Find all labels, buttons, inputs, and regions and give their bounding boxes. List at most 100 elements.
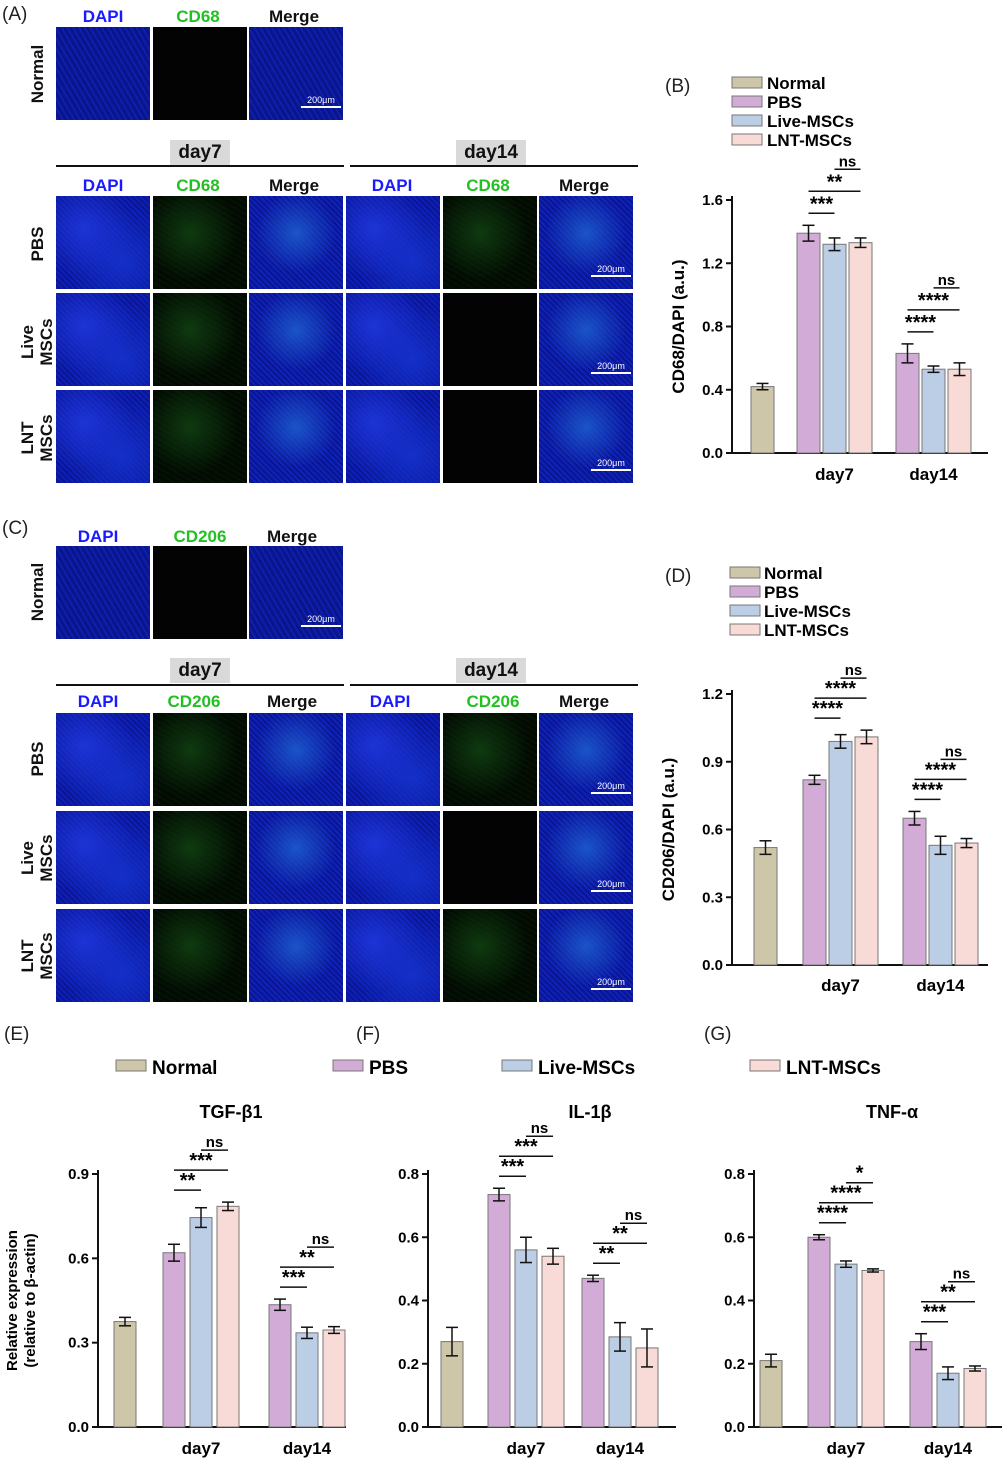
y-tick-label: 0.0 [724,1419,745,1436]
bar-lnt-mscs-day14 [954,842,979,966]
significance-label: *** [282,1267,306,1289]
micrograph-lnt-mscs-day7-merge [249,909,343,1002]
micrograph-pbs-day7-cd206 [153,713,247,806]
micrograph-normal-merge: 200μm [249,27,343,120]
bar-live-mscs-day7 [514,1249,538,1428]
header-merge: Merge [558,692,610,711]
row-label-live-mscs: Live MSCs [18,318,56,366]
bar-lnt-mscs-day7 [848,242,873,454]
micrograph-live-mscs-day14-dapi [346,293,440,386]
bar-normal [113,1321,137,1428]
significance-label: **** [825,678,856,700]
bar-normal [750,386,775,454]
day7-underline-c [56,684,344,686]
header-merge: Merge [266,692,318,711]
bar-lnt-mscs-day14 [947,368,972,454]
significance-label: ** [299,1247,315,1269]
significance-label: ** [612,1223,628,1245]
header-dapi: DAPI [371,176,413,195]
bar-lnt-mscs-day7 [854,736,879,966]
legend-swatch [729,566,761,579]
micrograph-normal-cd68 [153,27,247,120]
bar-live-mscs-day7 [834,1263,858,1428]
x-tick-label: day14 [596,1439,645,1458]
header-dapi: DAPI [77,692,119,711]
significance-label: **** [925,759,956,781]
x-tick-label: day14 [916,976,965,995]
legend-label: Normal [764,564,823,583]
x-tick-label: day7 [821,976,860,995]
significance-label: ns [312,1231,330,1248]
micrograph-pbs-day7-merge [249,713,343,806]
header-merge: Merge [266,527,318,546]
significance-label: ns [845,662,863,679]
bar-normal [759,1360,783,1428]
significance-label: *** [501,1156,525,1178]
y-tick-label: 0.6 [398,1229,419,1246]
y-tick-label: 0.8 [702,319,723,336]
micrograph-live-mscs-day14-merge: 200μm [539,811,633,904]
significance-label: *** [923,1302,947,1324]
significance-label: **** [905,312,936,334]
legend-label: PBS [767,93,802,112]
day14-underline-c [350,684,638,686]
bar-pbs-day7 [796,232,821,454]
x-tick-label: day7 [507,1439,546,1458]
row-label-live-mscs: Live MSCs [18,834,56,882]
micrograph-pbs-day14-dapi [346,196,440,289]
chart-title: IL-1β [569,1102,612,1122]
scale-bar: 200μm [591,879,631,892]
micrograph-live-mscs-day14-cd68 [443,293,537,386]
legend-swatch [729,604,761,617]
y-tick-label: 0.9 [702,754,723,771]
y-tick-label: 0.8 [398,1166,419,1183]
day14-header-a: day14 [346,140,636,165]
row-label-lnt-mscs: LNT MSCs [18,414,56,462]
x-tick-label: day7 [815,465,854,484]
panel-label-f: (F) [356,1024,381,1045]
legend-swatch [731,114,763,127]
significance-label: ** [180,1170,196,1192]
micrograph-normal-dapi [56,546,150,639]
x-tick-label: day14 [909,465,958,484]
micrograph-live-mscs-day7-dapi [56,293,150,386]
legend-label: Normal [152,1058,217,1079]
header-merge: Merge [558,176,610,195]
day7-underline-a [56,165,344,167]
header-cd206: CD206 [466,692,520,711]
scale-bar: 200μm [301,614,341,627]
micrograph-pbs-day7-merge [249,196,343,289]
panel-label-b: (B) [665,76,691,97]
legend-label: Normal [767,74,826,93]
chart-title: TGF-β1 [200,1102,263,1122]
significance-label: *** [514,1136,538,1158]
scale-bar: 200μm [591,458,631,471]
significance-label: ** [599,1243,615,1265]
y-tick-label: 1.6 [702,192,723,209]
bar-lnt-mscs-day14 [322,1329,346,1428]
bar-live-mscs-day7 [828,740,853,966]
x-tick-label: day14 [283,1439,332,1458]
micrograph-lnt-mscs-day14-dapi [346,390,440,483]
row-label-pbs: PBS [27,226,47,262]
legend-label: Live-MSCs [767,112,854,131]
micrograph-lnt-mscs-day14-merge: 200μm [539,390,633,483]
header-cd68: CD68 [176,176,220,195]
bar-pbs-day7 [487,1194,511,1428]
significance-label: ns [206,1134,224,1151]
bar-live-mscs-day14 [936,1372,960,1428]
scale-bar: 200μm [591,264,631,277]
micrograph-pbs-day14-merge: 200μm [539,713,633,806]
bar-lnt-mscs-day7 [541,1255,565,1428]
scale-bar: 200μm [591,361,631,374]
micrograph-pbs-day7-dapi [56,196,150,289]
legend-swatch [729,623,761,636]
micrograph-lnt-mscs-day7-cd68 [153,390,247,483]
y-tick-label: 0.0 [398,1419,419,1436]
significance-label: **** [812,698,843,720]
significance-label: ns [625,1207,643,1224]
bar-pbs-day7 [802,779,827,966]
legend-label: PBS [369,1058,408,1079]
y-tick-label: 0.4 [702,382,724,399]
